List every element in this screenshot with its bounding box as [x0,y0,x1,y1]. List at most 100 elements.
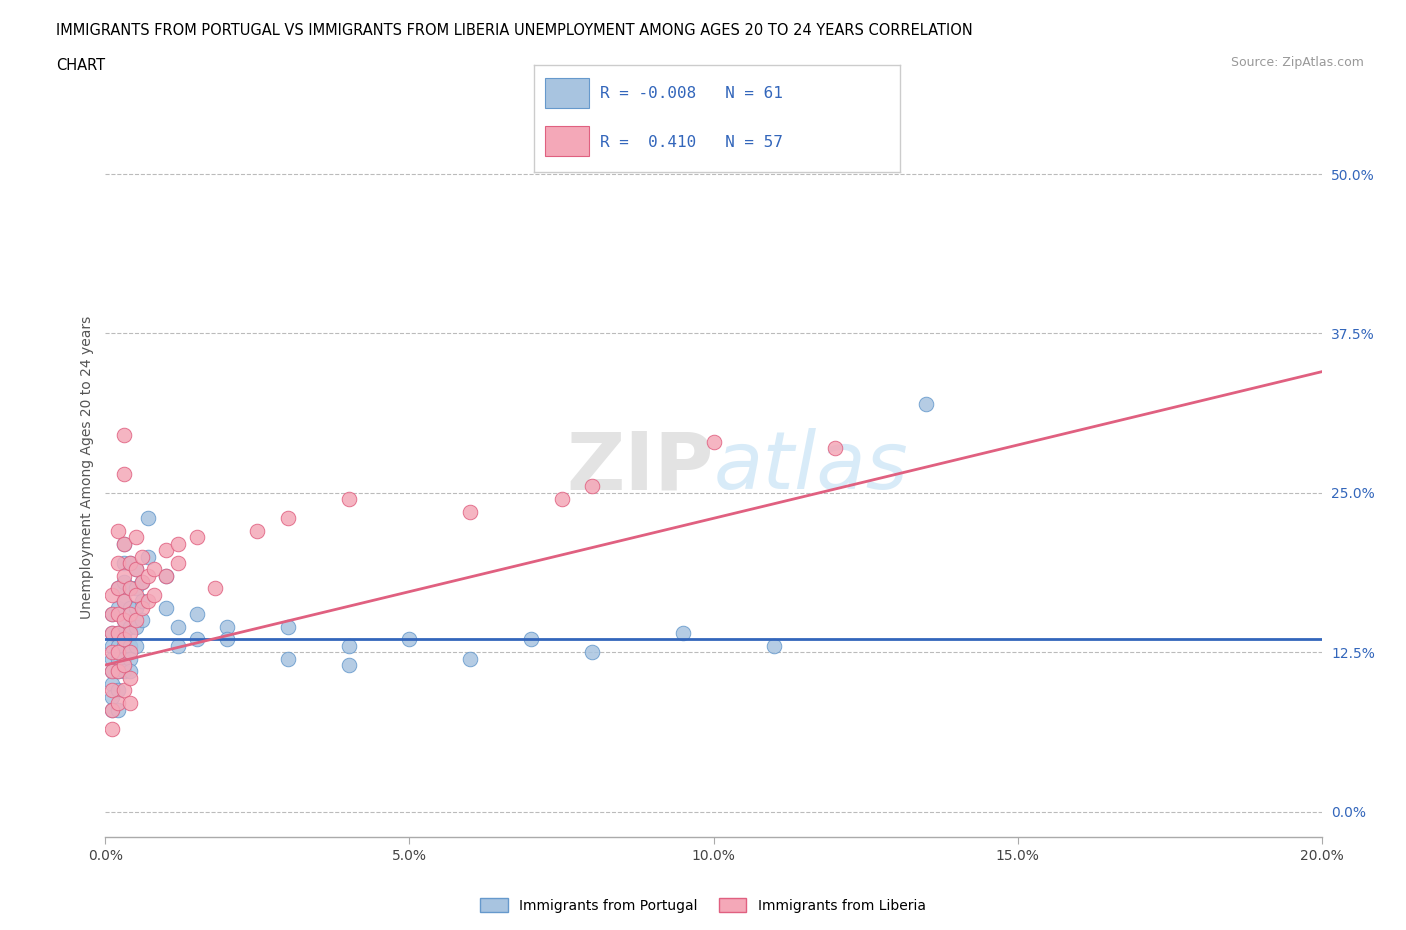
Point [125,613,148,628]
Point [277,651,299,666]
Point [581,479,603,494]
Point [107,702,129,717]
Point [107,581,129,596]
Point [100,606,122,621]
Point [107,626,129,641]
Point [125,581,148,596]
Point [112,555,135,570]
Point [550,492,572,507]
Point [112,683,135,698]
Point [337,638,360,653]
Point [131,575,153,590]
Text: R = -0.008   N = 61: R = -0.008 N = 61 [600,86,783,101]
Point [100,588,122,603]
Point [155,568,177,583]
Point [112,613,135,628]
Point [107,581,129,596]
Point [915,396,938,411]
Text: ZIP: ZIP [567,429,713,506]
Point [118,555,141,570]
Point [112,658,135,672]
Point [118,626,141,641]
Point [112,613,135,628]
Point [118,600,141,615]
Point [100,689,122,704]
Point [107,524,129,538]
Point [112,638,135,653]
Point [125,562,148,577]
Point [112,593,135,608]
Point [112,651,135,666]
Point [100,721,122,736]
Point [131,613,153,628]
Point [581,644,603,659]
Point [131,593,153,608]
Point [186,530,208,545]
Point [118,555,141,570]
Point [107,638,129,653]
Point [136,593,159,608]
Point [100,702,122,717]
Point [107,664,129,679]
Point [458,651,481,666]
Point [112,593,135,608]
Point [131,575,153,590]
Point [100,664,122,679]
Point [107,600,129,615]
Point [143,562,166,577]
Point [118,581,141,596]
Point [167,537,190,551]
Point [204,581,226,596]
Text: Source: ZipAtlas.com: Source: ZipAtlas.com [1230,56,1364,69]
Point [125,619,148,634]
Point [118,638,141,653]
Point [217,619,239,634]
Point [167,638,190,653]
Bar [546,78,589,108]
Point [100,626,122,641]
Point [107,651,129,666]
Point [118,619,141,634]
Point [217,632,239,647]
Point [100,651,122,666]
Point [520,632,543,647]
Point [458,504,481,519]
Point [112,632,135,647]
Point [125,562,148,577]
Point [100,644,122,659]
Point [100,664,122,679]
Point [277,619,299,634]
Bar [546,126,589,156]
Point [118,606,141,621]
Point [167,555,190,570]
Point [112,537,135,551]
Point [672,626,695,641]
Point [131,600,153,615]
Point [824,441,846,456]
Point [155,568,177,583]
Point [100,677,122,692]
Point [143,588,166,603]
Point [107,644,129,659]
Y-axis label: Unemployment Among Ages 20 to 24 years: Unemployment Among Ages 20 to 24 years [80,315,94,619]
Point [107,664,129,679]
Text: R =  0.410   N = 57: R = 0.410 N = 57 [600,135,783,150]
Point [107,626,129,641]
Point [112,568,135,583]
Point [277,511,299,525]
Point [112,626,135,641]
Point [155,600,177,615]
Point [100,626,122,641]
Point [337,492,360,507]
Text: atlas: atlas [713,429,908,506]
Point [337,658,360,672]
Text: CHART: CHART [56,58,105,73]
Point [100,702,122,717]
Point [131,549,153,564]
Point [125,600,148,615]
Point [136,511,159,525]
Point [136,568,159,583]
Point [100,638,122,653]
Point [398,632,420,647]
Point [112,466,135,481]
